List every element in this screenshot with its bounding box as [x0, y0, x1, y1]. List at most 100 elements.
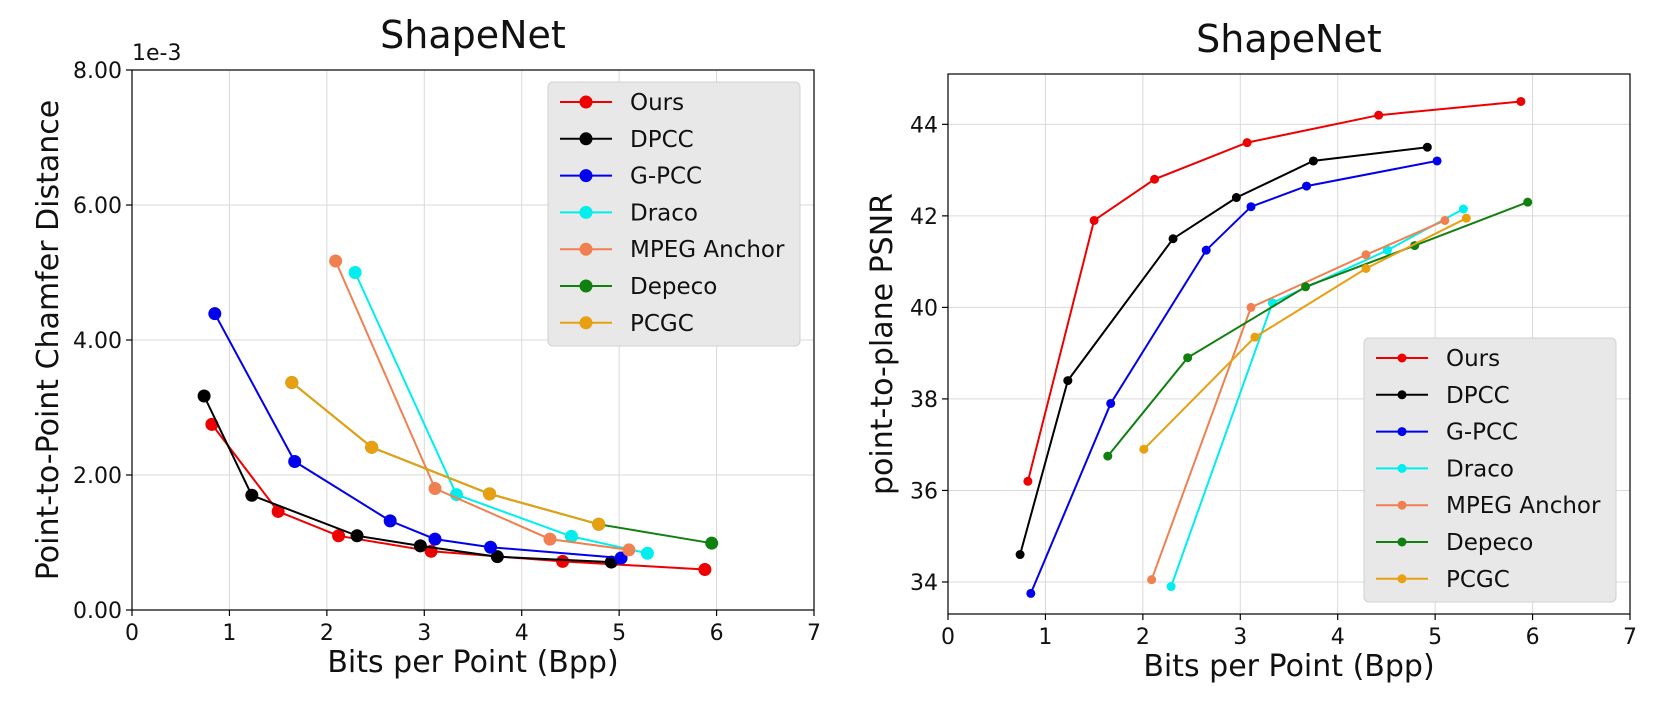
data-point — [1150, 174, 1160, 184]
data-point — [483, 487, 497, 501]
data-point — [1246, 202, 1256, 212]
x-tick-label: 5 — [612, 621, 626, 646]
data-point — [614, 551, 628, 565]
legend-label: MPEG Anchor — [630, 237, 785, 263]
legend-label: Depeco — [630, 274, 717, 300]
x-tick-label: 4 — [1331, 625, 1345, 650]
y-tick-label: 36 — [910, 479, 938, 504]
data-point — [1302, 181, 1312, 191]
legend-marker — [579, 205, 593, 219]
x-tick-label: 6 — [1526, 625, 1540, 650]
data-point — [490, 550, 504, 564]
legend-label: G-PCC — [630, 164, 702, 190]
legend-label: Ours — [630, 90, 684, 116]
series-line — [291, 381, 599, 526]
data-point — [365, 440, 379, 454]
x-tick-label: 2 — [1136, 625, 1150, 650]
data-point — [1382, 245, 1392, 255]
data-point — [1168, 234, 1178, 244]
data-point — [1458, 204, 1468, 214]
chart-title: ShapeNet — [380, 13, 566, 57]
data-point — [1201, 245, 1211, 255]
series-g-pcc — [208, 307, 628, 565]
chart-1: 0 1 2 3 4 5 6 7 0.00 2.00 4.00 6.00 8.00 1e-3 ShapeNet… — [31, 13, 821, 680]
series-dpcc — [1015, 142, 1432, 560]
data-point — [1139, 444, 1149, 454]
data-point — [329, 254, 343, 268]
data-point — [1308, 156, 1318, 166]
data-point — [1166, 582, 1176, 592]
data-point — [640, 546, 654, 560]
series-draco — [348, 266, 654, 560]
series-g-pcc — [1026, 156, 1442, 598]
legend: Ours DPCC G-PCC Draco MPEG Anchor Depeco PCGC — [547, 81, 801, 347]
data-point — [1242, 138, 1252, 148]
plot-frame — [947, 73, 1631, 615]
x-tick-label: 0 — [125, 621, 139, 646]
data-point — [428, 482, 442, 495]
data-point — [1231, 193, 1241, 203]
x-axis-label: Bits per Point (Bpp) — [327, 645, 618, 680]
legend-marker — [1397, 537, 1407, 547]
legend-marker — [1397, 463, 1407, 473]
data-point — [705, 536, 719, 550]
data-point — [1183, 353, 1193, 363]
data-point — [1250, 332, 1260, 342]
data-point — [449, 488, 463, 502]
series-line — [1029, 159, 1438, 594]
data-point — [1246, 302, 1256, 312]
x-tick-label: 3 — [417, 621, 431, 646]
legend-marker — [1397, 574, 1407, 584]
data-point — [1089, 215, 1099, 225]
legend-label: Ours — [1446, 346, 1500, 372]
x-tick-label: 7 — [1623, 625, 1637, 650]
legend-marker — [579, 169, 593, 183]
legend-label: PCGC — [1446, 567, 1510, 593]
x-tick-label: 5 — [1428, 625, 1442, 650]
series-depeco — [285, 376, 719, 550]
series-line — [334, 260, 630, 551]
data-point — [288, 455, 302, 468]
series-ours — [1023, 96, 1526, 486]
data-point — [1374, 110, 1384, 120]
series-line — [291, 381, 712, 545]
data-point — [622, 543, 636, 557]
data-point — [1106, 398, 1116, 408]
x-tick-label: 3 — [1233, 625, 1247, 650]
data-point — [413, 539, 427, 553]
legend-marker — [579, 132, 593, 146]
data-point — [556, 554, 570, 568]
x-tick-label: 6 — [710, 621, 724, 646]
data-point — [1063, 376, 1073, 386]
y-axis-label: Point-to-Point Chamfer Distance — [31, 100, 66, 580]
data-point — [592, 517, 606, 531]
data-point — [350, 529, 364, 543]
legend-label: Depeco — [1446, 530, 1533, 556]
legend-label: DPCC — [1446, 383, 1510, 409]
y-offset-label: 1e-3 — [132, 41, 181, 66]
data-point — [197, 389, 211, 403]
data-point — [1361, 250, 1371, 260]
data-point — [1103, 451, 1113, 461]
data-point — [428, 532, 442, 546]
data-point — [1147, 575, 1157, 585]
legend-label: Draco — [630, 200, 698, 226]
y-tick-label: 34 — [910, 571, 938, 596]
legend-marker — [1397, 390, 1407, 400]
data-point — [484, 540, 498, 554]
data-point — [564, 529, 578, 543]
legend-box — [547, 81, 801, 347]
data-point — [208, 307, 222, 321]
data-point — [1432, 156, 1442, 166]
data-point — [543, 532, 557, 546]
y-tick-label: 4.00 — [73, 329, 122, 354]
series-line — [1019, 146, 1428, 555]
legend-label: G-PCC — [1446, 420, 1518, 446]
legend-marker — [1397, 353, 1407, 363]
y-tick-label: 44 — [910, 113, 938, 138]
data-point — [1361, 263, 1371, 273]
series-dpcc — [197, 389, 618, 569]
y-axis-label: point-to-plane PSNR — [865, 193, 900, 495]
y-tick-label: 8.00 — [73, 59, 122, 84]
